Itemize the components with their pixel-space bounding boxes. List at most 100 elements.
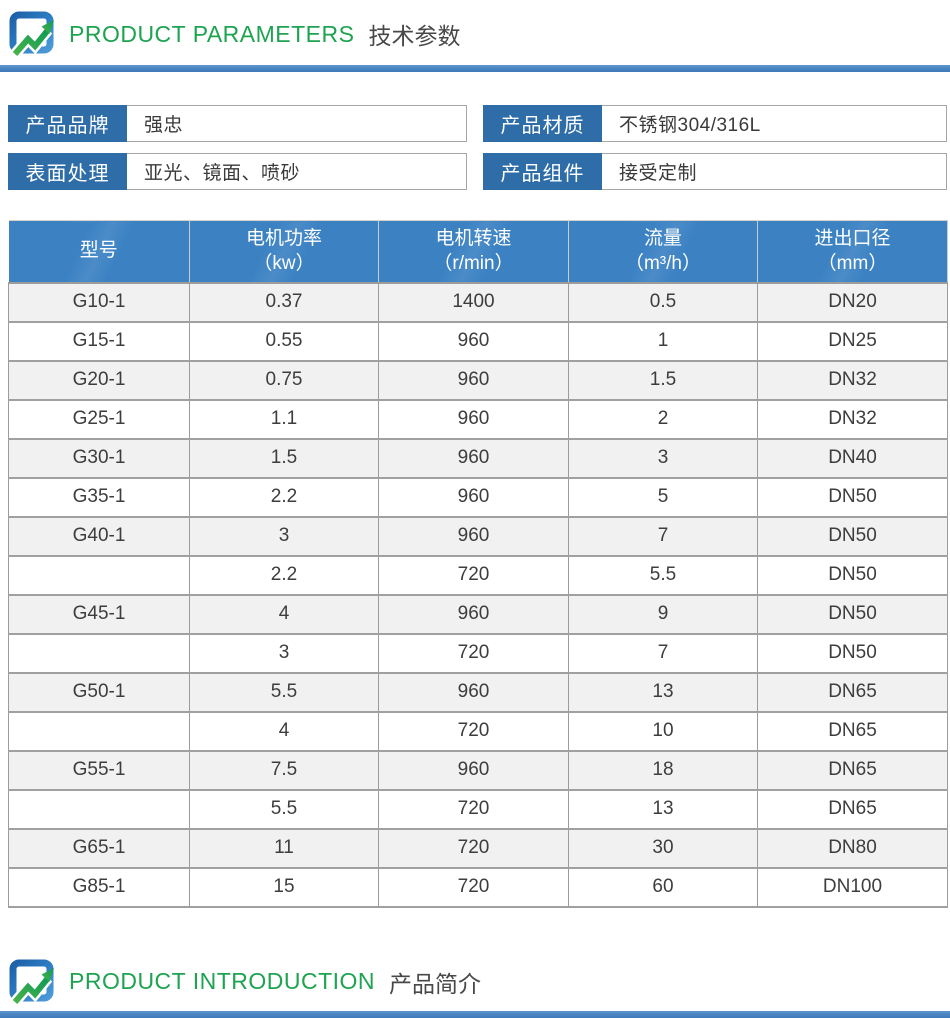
table-cell: 720: [378, 828, 569, 869]
table-cell: 9: [568, 594, 758, 635]
table-cell: 5.5: [189, 672, 379, 713]
table-cell: G35-1: [8, 477, 190, 518]
info-box-label: 产品组件: [483, 153, 602, 190]
table-cell: 15: [189, 867, 379, 908]
table-cell: 960: [378, 516, 569, 557]
table-cell: [8, 789, 190, 830]
section-title-cn: 产品简介: [389, 970, 482, 997]
table-cell: 960: [378, 594, 569, 635]
brand-trend-logo-icon: [9, 959, 54, 1005]
table-cell: 30: [568, 828, 758, 869]
table-cell: G65-1: [8, 828, 190, 869]
table-cell: DN50: [757, 477, 948, 518]
column-header: 进出口径 （mm）: [757, 220, 948, 284]
info-box: 产品材质 不锈钢304/316L: [483, 105, 947, 142]
table-cell: 2.2: [189, 555, 379, 596]
table-cell: G55-1: [8, 750, 190, 791]
table-cell: G45-1: [8, 594, 190, 635]
product-parameters-section-header: PRODUCT PARAMETERS 技术参数: [0, 0, 950, 72]
table-cell: 960: [378, 399, 569, 440]
table-cell: DN25: [757, 321, 948, 362]
table-cell: DN32: [757, 360, 948, 401]
table-row: G65-1 11 720 30 DN80: [8, 828, 948, 869]
table-cell: DN50: [757, 633, 948, 674]
table-cell: DN80: [757, 828, 948, 869]
info-box-label: 产品品牌: [8, 105, 127, 142]
column-header: 电机功率 （kw）: [189, 220, 379, 284]
table-cell: 960: [378, 750, 569, 791]
table-cell: 4: [189, 711, 379, 752]
table-cell: 13: [568, 789, 758, 830]
table-cell: 1.1: [189, 399, 379, 440]
table-row: 2.2 720 5.5 DN50: [8, 555, 948, 596]
table-row: G40-1 3 960 7 DN50: [8, 516, 948, 557]
table-cell: 960: [378, 438, 569, 479]
table-row: G10-1 0.37 1400 0.5 DN20: [8, 282, 948, 323]
table-cell: [8, 711, 190, 752]
table-cell: 720: [378, 711, 569, 752]
table-cell: 18: [568, 750, 758, 791]
table-cell: 3: [189, 633, 379, 674]
spec-table: 型号 电机功率 （kw） 电机转速 （r/min） 流量 （m³/h） 进出口径 （mm） G1…: [8, 220, 948, 908]
table-cell: 7: [568, 516, 758, 557]
table-cell: 5.5: [189, 789, 379, 830]
table-cell: G15-1: [8, 321, 190, 362]
table-cell: 960: [378, 477, 569, 518]
table-cell: 0.5: [568, 282, 758, 323]
table-body: G10-1 0.37 1400 0.5 DN20 G15-1 0.55 960 1 DN25 G20…: [8, 282, 948, 908]
info-box-value: 接受定制: [619, 163, 698, 184]
section-title-en: PRODUCT INTRODUCTION: [69, 968, 376, 994]
table-cell: DN65: [757, 750, 948, 791]
column-header: 电机转速 （r/min）: [378, 220, 569, 284]
table-cell: 960: [378, 672, 569, 713]
table-cell: 720: [378, 789, 569, 830]
table-cell: 720: [378, 867, 569, 908]
info-box-label: 表面处理: [8, 153, 127, 190]
table-cell: G85-1: [8, 867, 190, 908]
table-cell: 0.37: [189, 282, 379, 323]
table-cell: [8, 555, 190, 596]
info-box: 产品组件 接受定制: [483, 153, 947, 190]
table-cell: DN40: [757, 438, 948, 479]
info-box-label: 产品材质: [483, 105, 602, 142]
table-cell: 4: [189, 594, 379, 635]
blue-divider-bar: [0, 1010, 950, 1018]
table-cell: DN50: [757, 516, 948, 557]
table-cell: 1.5: [568, 360, 758, 401]
table-cell: 3: [568, 438, 758, 479]
table-row: G85-1 15 720 60 DN100: [8, 867, 948, 908]
table-cell: 7.5: [189, 750, 379, 791]
table-cell: 3: [189, 516, 379, 557]
table-row: 4 720 10 DN65: [8, 711, 948, 752]
table-cell: G30-1: [8, 438, 190, 479]
info-grid: 产品品牌 强忠 产品材质 不锈钢304/316L 表面处理 亚光、镜面、喷砂 产品组件 接受定…: [8, 105, 950, 190]
table-cell: [8, 633, 190, 674]
table-cell: 5.5: [568, 555, 758, 596]
column-header: 流量 （m³/h）: [568, 220, 758, 284]
table-cell: G50-1: [8, 672, 190, 713]
table-row: G35-1 2.2 960 5 DN50: [8, 477, 948, 518]
info-box: 表面处理 亚光、镜面、喷砂: [8, 153, 467, 190]
table-cell: 1400: [378, 282, 569, 323]
table-cell: DN50: [757, 594, 948, 635]
table-header-row: 型号 电机功率 （kw） 电机转速 （r/min） 流量 （m³/h） 进出口径 （mm）: [8, 220, 948, 284]
table-row: 3 720 7 DN50: [8, 633, 948, 674]
table-cell: 13: [568, 672, 758, 713]
table-row: G50-1 5.5 960 13 DN65: [8, 672, 948, 713]
table-cell: G10-1: [8, 282, 190, 323]
info-box-value: 亚光、镜面、喷砂: [144, 163, 301, 184]
info-box-value: 强忠: [144, 115, 184, 136]
table-cell: DN65: [757, 672, 948, 713]
table-row: G15-1 0.55 960 1 DN25: [8, 321, 948, 362]
table-row: G45-1 4 960 9 DN50: [8, 594, 948, 635]
table-cell: 0.55: [189, 321, 379, 362]
table-cell: 0.75: [189, 360, 379, 401]
table-cell: 960: [378, 321, 569, 362]
table-cell: DN65: [757, 789, 948, 830]
product-introduction-section-header: PRODUCT INTRODUCTION 产品简介: [0, 959, 950, 1018]
table-cell: G40-1: [8, 516, 190, 557]
table-cell: 7: [568, 633, 758, 674]
table-row: G25-1 1.1 960 2 DN32: [8, 399, 948, 440]
table-cell: DN50: [757, 555, 948, 596]
table-row: G30-1 1.5 960 3 DN40: [8, 438, 948, 479]
